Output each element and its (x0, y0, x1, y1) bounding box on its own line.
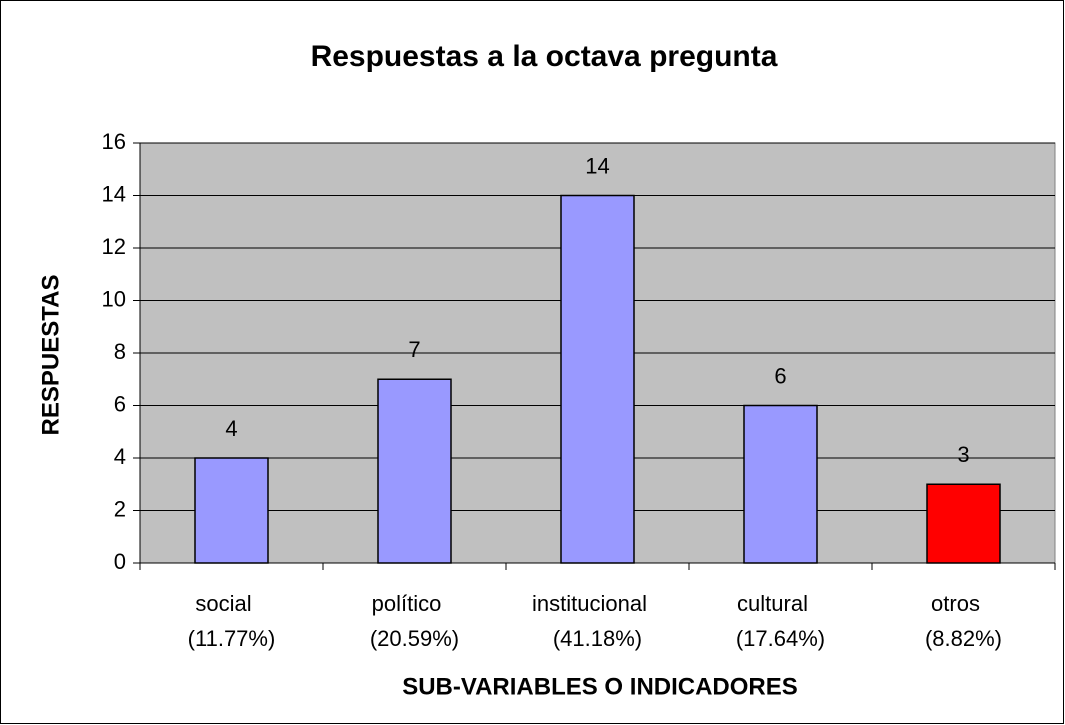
x-tick-label: otros (931, 591, 980, 616)
bar (926, 483, 1001, 564)
x-tick-label: (17.64%) (736, 626, 825, 651)
y-tick-label: 4 (114, 444, 126, 469)
y-tick-label: 8 (114, 339, 126, 364)
x-tick-label: político (372, 591, 442, 616)
bar (743, 404, 818, 564)
bar (560, 194, 635, 564)
x-axis-label: SUB-VARIABLES O INDICADORES (402, 673, 798, 700)
bar (377, 378, 452, 564)
y-tick-label: 6 (114, 391, 126, 416)
data-label: 4 (225, 416, 237, 441)
bar (194, 457, 269, 564)
x-tick-label: (41.18%) (553, 626, 642, 651)
y-tick-label: 14 (102, 181, 126, 206)
data-label: 14 (585, 153, 609, 178)
y-axis-label: RESPUESTAS (37, 275, 64, 436)
y-tick-label: 2 (114, 496, 126, 521)
x-tick-label: institucional (532, 591, 647, 616)
x-tick-label: cultural (737, 591, 808, 616)
data-label: 6 (774, 363, 786, 388)
x-tick-label: (8.82%) (925, 626, 1002, 651)
y-tick-label: 16 (102, 129, 126, 154)
chart-title: Respuestas a la octava pregunta (311, 40, 778, 73)
y-tick-label: 12 (102, 234, 126, 259)
y-tick-label: 10 (102, 286, 126, 311)
x-tick-label: social (195, 591, 251, 616)
x-tick-label: (20.59%) (370, 626, 459, 651)
y-tick-label: 0 (114, 549, 126, 574)
data-label: 7 (408, 337, 420, 362)
data-label: 3 (957, 442, 969, 467)
x-tick-label: (11.77%) (188, 626, 276, 651)
